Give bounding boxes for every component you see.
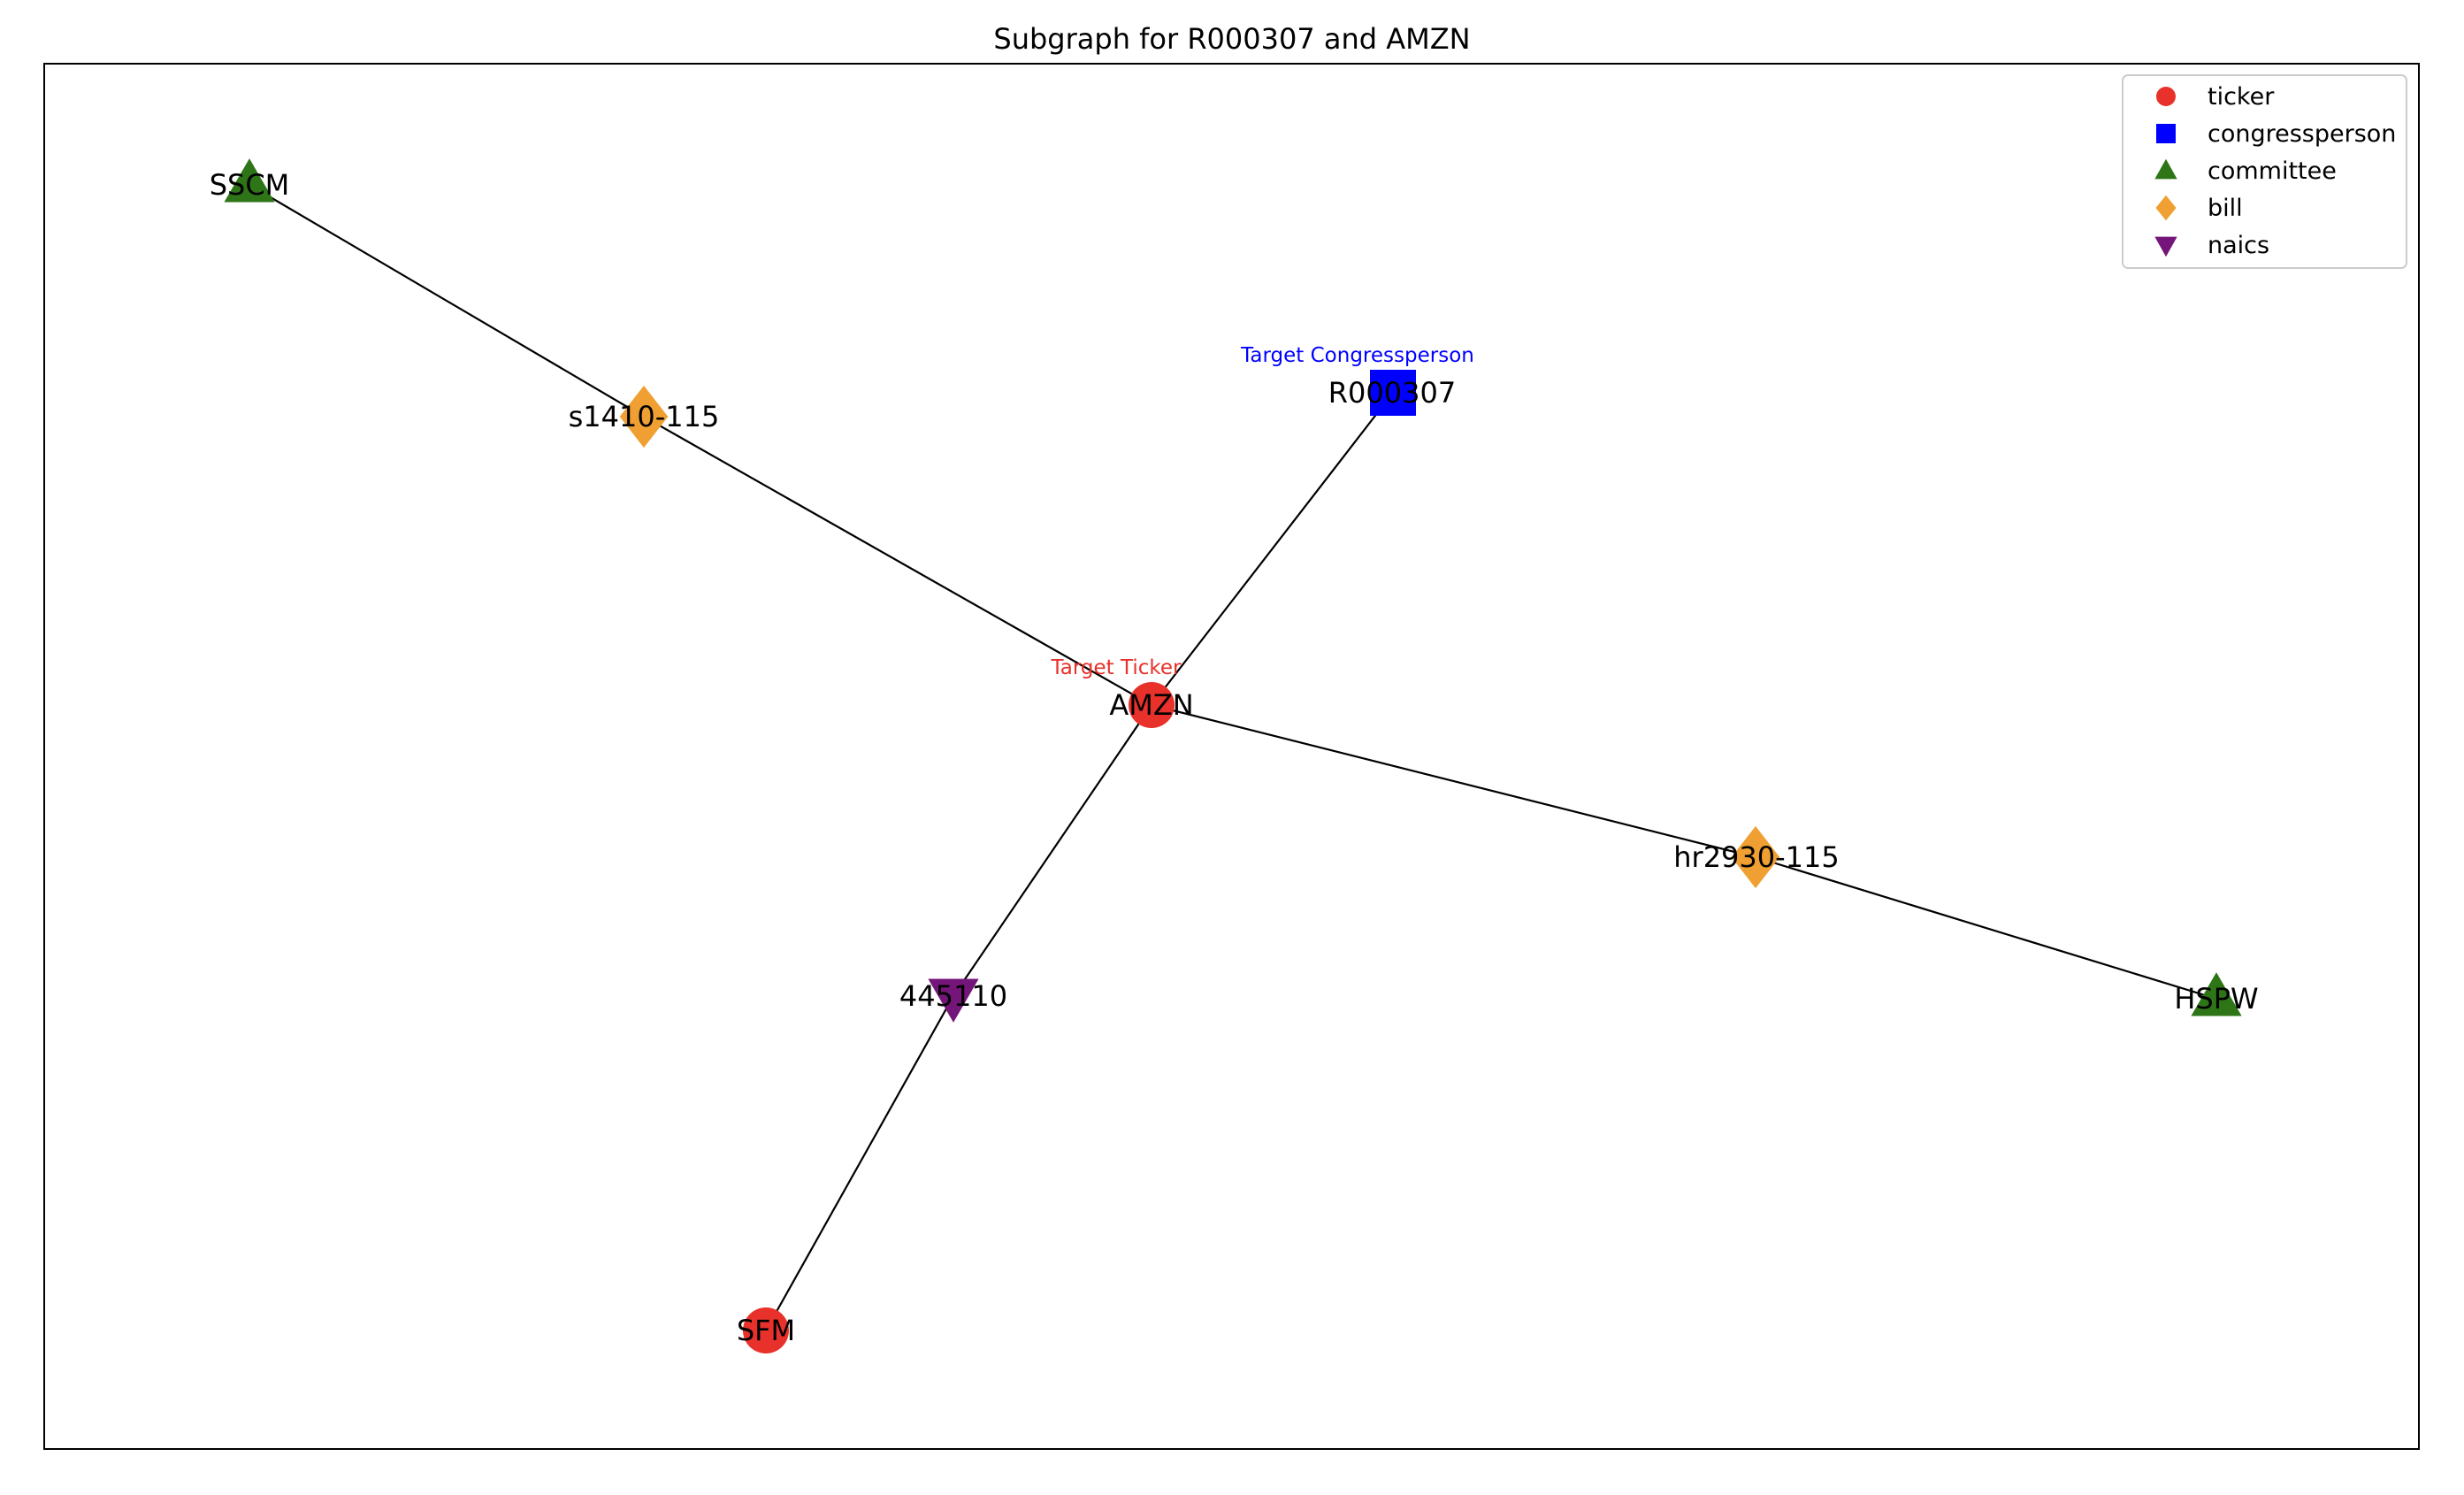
node-label-hr2930-115: hr2930-115 (1673, 840, 1840, 874)
edge-s1410-115-AMZN (643, 416, 1152, 706)
legend-box (2122, 74, 2407, 269)
edge-AMZN-445110 (953, 704, 1152, 997)
node-label-R000307: R000307 (1328, 376, 1456, 410)
legend-marker-ticker (2156, 87, 2176, 106)
edge-445110-SFM (765, 995, 954, 1331)
node-label-s1410-115: s1410-115 (569, 400, 720, 433)
edge-SSCM-s1410-115 (249, 184, 645, 418)
labels-layer: SSCM s1410-115 R000307 Target Congressperso… (210, 168, 2259, 1347)
node-HSPW-committee-marker (2191, 972, 2242, 1016)
node-SFM-ticker-marker (743, 1307, 789, 1353)
legend-label-congressperson: congressperson (2208, 120, 2396, 148)
legend-marker-congressperson (2156, 124, 2176, 143)
legend-marker-naics (2154, 236, 2177, 257)
node-hr2930-115-bill-marker (1731, 825, 1780, 889)
node-445110-naics-marker (928, 978, 979, 1023)
legend-label-ticker: ticker (2208, 83, 2275, 111)
edges-layer (249, 184, 2217, 1331)
legend-marker-bill (2155, 195, 2177, 221)
graph-title: Subgraph for R000307 and AMZN (993, 22, 1470, 56)
node-R000307-congressperson-marker (1370, 370, 1416, 416)
nodes-layer (224, 158, 2242, 1353)
legend-label-naics: naics (2208, 232, 2269, 259)
node-label-SSCM: SSCM (210, 168, 290, 202)
legend: ticker congressperson committee bill naics (2122, 74, 2407, 269)
target-label-R000307: Target Congressperson (1240, 344, 1474, 367)
edge-hr2930-115-HSPW (1755, 855, 2217, 1000)
node-label-445110: 445110 (899, 979, 1007, 1013)
plot-frame (43, 63, 2420, 1450)
legend-label-committee: committee (2208, 157, 2337, 185)
node-label-AMZN: AMZN (1109, 688, 1193, 722)
node-label-HSPW: HSPW (2174, 982, 2258, 1016)
target-label-AMZN: Target Ticker (1051, 656, 1182, 679)
edge-R000307-AMZN (1151, 392, 1394, 706)
legend-marker-committee (2154, 158, 2177, 180)
node-s1410-115-bill-marker (619, 385, 669, 448)
edge-AMZN-hr2930-115 (1151, 703, 1756, 859)
node-label-SFM: SFM (737, 1314, 795, 1347)
node-AMZN-ticker-marker (1129, 682, 1175, 728)
legend-label-bill: bill (2208, 195, 2243, 222)
node-SSCM-committee-marker (224, 158, 275, 203)
